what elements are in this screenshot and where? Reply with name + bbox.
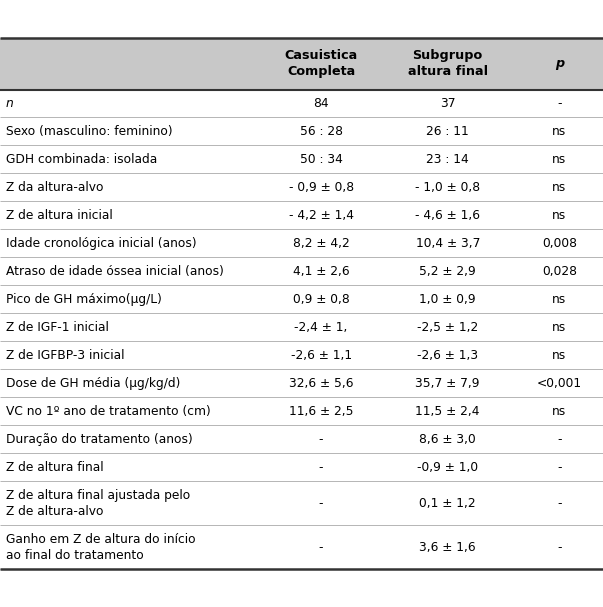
Text: 56 : 28: 56 : 28 (300, 125, 343, 138)
Text: ns: ns (552, 125, 566, 138)
Text: ns: ns (552, 349, 566, 362)
Bar (0, 398, 603, 426)
Text: Casuistica
Completa: Casuistica Completa (285, 49, 358, 78)
Text: -2,4 ± 1,: -2,4 ± 1, (294, 321, 348, 334)
Text: 0,1 ± 1,2: 0,1 ± 1,2 (420, 497, 476, 510)
Bar (0, 174, 603, 202)
Bar (0, 202, 603, 229)
Text: - 4,6 ± 1,6: - 4,6 ± 1,6 (415, 209, 480, 222)
Bar (0, 89, 603, 118)
Text: 11,6 ± 2,5: 11,6 ± 2,5 (289, 405, 353, 418)
Text: -: - (557, 433, 561, 446)
Bar (0, 118, 603, 146)
Text: -0,9 ± 1,0: -0,9 ± 1,0 (417, 461, 478, 474)
Text: Z da altura-alvo: Z da altura-alvo (6, 181, 104, 194)
Bar (0, 342, 603, 370)
Text: 35,7 ± 7,9: 35,7 ± 7,9 (415, 377, 480, 390)
Bar (0, 257, 603, 285)
Text: ns: ns (552, 321, 566, 334)
Text: Duração do tratamento (anos): Duração do tratamento (anos) (6, 433, 193, 446)
Text: 23 : 14: 23 : 14 (426, 153, 469, 166)
Text: 11,5 ± 2,4: 11,5 ± 2,4 (415, 405, 480, 418)
Text: ns: ns (552, 405, 566, 418)
Bar (0, 313, 603, 342)
Text: 3,6 ± 1,6: 3,6 ± 1,6 (420, 541, 476, 554)
Text: 8,6 ± 3,0: 8,6 ± 3,0 (419, 433, 476, 446)
Text: Z de IGF-1 inicial: Z de IGF-1 inicial (6, 321, 109, 334)
Text: 5,2 ± 2,9: 5,2 ± 2,9 (419, 265, 476, 278)
Text: -2,5 ± 1,2: -2,5 ± 1,2 (417, 321, 478, 334)
Text: -: - (557, 461, 561, 474)
Text: 1,0 ± 0,9: 1,0 ± 0,9 (420, 293, 476, 306)
Text: -: - (319, 497, 323, 510)
Text: Z de altura final ajustada pelo
Z de altura-alvo: Z de altura final ajustada pelo Z de alt… (6, 489, 191, 518)
Text: ns: ns (552, 293, 566, 306)
Text: ns: ns (552, 181, 566, 194)
Bar (0, 370, 603, 398)
Bar (0, 229, 603, 257)
Text: -: - (319, 433, 323, 446)
Text: ns: ns (552, 153, 566, 166)
Text: -: - (319, 541, 323, 554)
Text: - 4,2 ± 1,4: - 4,2 ± 1,4 (289, 209, 353, 222)
Text: ns: ns (552, 209, 566, 222)
Text: 0,028: 0,028 (541, 265, 577, 278)
Text: Atraso de idade óssea inicial (anos): Atraso de idade óssea inicial (anos) (6, 265, 224, 278)
Text: <0,001: <0,001 (537, 377, 582, 390)
Text: p: p (555, 57, 564, 70)
Text: 26 : 11: 26 : 11 (426, 125, 469, 138)
Text: 0,9 ± 0,8: 0,9 ± 0,8 (292, 293, 350, 306)
Text: - 0,9 ± 0,8: - 0,9 ± 0,8 (288, 181, 354, 194)
Bar (0, 453, 603, 481)
Text: 37: 37 (440, 97, 455, 110)
Text: -: - (557, 97, 561, 110)
Text: - 1,0 ± 0,8: - 1,0 ± 0,8 (415, 181, 481, 194)
Text: 8,2 ± 4,2: 8,2 ± 4,2 (292, 237, 350, 250)
Text: 84: 84 (314, 97, 329, 110)
Bar (0, 481, 603, 526)
Bar (0, 426, 603, 453)
Bar (0, 526, 603, 569)
Text: 32,6 ± 5,6: 32,6 ± 5,6 (289, 377, 353, 390)
Bar (0, 38, 603, 89)
Bar (0, 146, 603, 174)
Text: 0,008: 0,008 (541, 237, 577, 250)
Text: n: n (6, 97, 14, 110)
Bar (0, 285, 603, 313)
Text: -: - (319, 461, 323, 474)
Text: Z de altura inicial: Z de altura inicial (6, 209, 113, 222)
Text: Ganho em Z de altura do início
ao final do tratamento: Ganho em Z de altura do início ao final … (6, 533, 195, 562)
Text: VC no 1º ano de tratamento (cm): VC no 1º ano de tratamento (cm) (6, 405, 211, 418)
Text: Idade cronológica inicial (anos): Idade cronológica inicial (anos) (6, 237, 197, 250)
Text: GDH combinada: isolada: GDH combinada: isolada (6, 153, 157, 166)
Text: Subgrupo
altura final: Subgrupo altura final (408, 49, 488, 78)
Text: -2,6 ± 1,1: -2,6 ± 1,1 (291, 349, 352, 362)
Text: Z de altura final: Z de altura final (6, 461, 104, 474)
Text: -: - (557, 497, 561, 510)
Text: -2,6 ± 1,3: -2,6 ± 1,3 (417, 349, 478, 362)
Text: Z de IGFBP-3 inicial: Z de IGFBP-3 inicial (6, 349, 125, 362)
Text: Sexo (masculino: feminino): Sexo (masculino: feminino) (6, 125, 172, 138)
Text: Pico de GH máximo(μg/L): Pico de GH máximo(μg/L) (6, 293, 162, 306)
Text: 4,1 ± 2,6: 4,1 ± 2,6 (293, 265, 349, 278)
Text: 10,4 ± 3,7: 10,4 ± 3,7 (415, 237, 480, 250)
Text: Dose de GH média (μg/kg/d): Dose de GH média (μg/kg/d) (6, 377, 180, 390)
Text: -: - (557, 541, 561, 554)
Text: 50 : 34: 50 : 34 (300, 153, 343, 166)
